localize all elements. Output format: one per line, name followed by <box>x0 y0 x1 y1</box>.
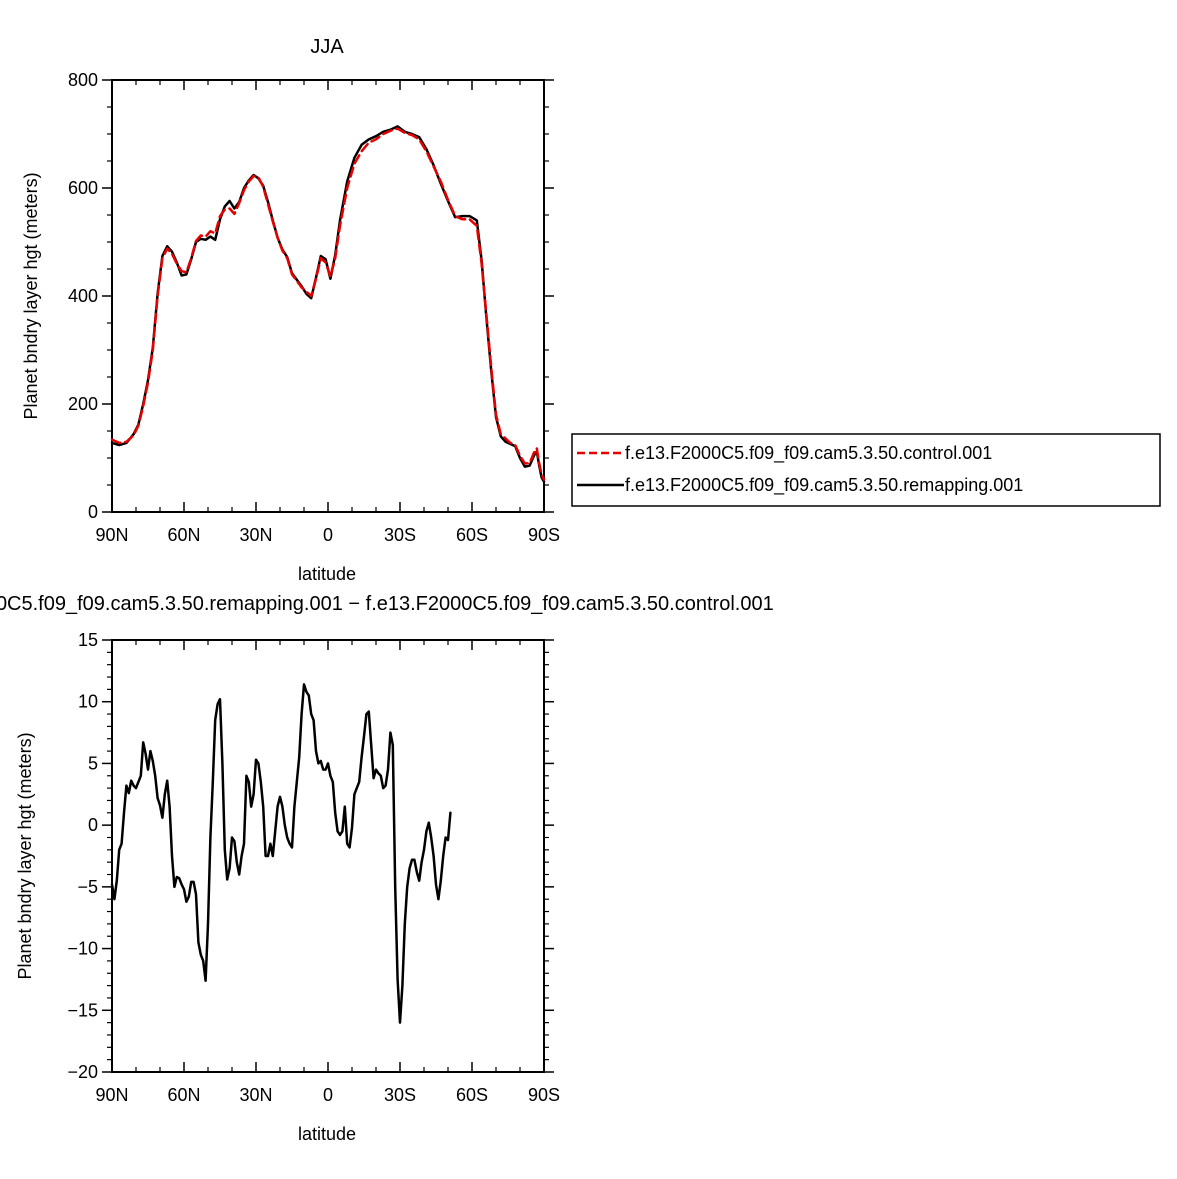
y-tick-label: 0 <box>88 815 98 835</box>
y-tick-label: −5 <box>77 877 98 897</box>
y-tick-label: −15 <box>67 1000 98 1020</box>
y-tick-label: 200 <box>68 394 98 414</box>
y-tick-label: 600 <box>68 178 98 198</box>
y-tick-label: 15 <box>78 630 98 650</box>
x-tick-label: 0 <box>323 1085 333 1105</box>
x-tick-label: 0 <box>323 525 333 545</box>
panel-top-title: JJA <box>310 36 344 58</box>
panel-bottom-title: f.e13.F2000C5.f09_f09.cam5.3.50.remappin… <box>0 593 774 615</box>
y-tick-label: 10 <box>78 692 98 712</box>
x-tick-label: 90S <box>528 1085 560 1105</box>
panel-top: JJA 90N 60N 30N 0 30S 60S 90S 0 200 400 600 800 lat… <box>21 36 1161 584</box>
panel-top-frame <box>111 79 545 513</box>
x-tick-label: 60N <box>167 1085 200 1105</box>
x-tick-label: 60S <box>456 525 488 545</box>
panel-bottom-series <box>110 683 452 1024</box>
y-tick-label: −20 <box>67 1062 98 1082</box>
legend-label-remapping: f.e13.F2000C5.f09_f09.cam5.3.50.remappin… <box>625 475 1023 496</box>
legend-box <box>571 433 1161 507</box>
legend-label-control: f.e13.F2000C5.f09_f09.cam5.3.50.control.… <box>625 443 992 464</box>
y-tick-label: 5 <box>88 753 98 773</box>
panel-top-ticks: 90N 60N 30N 0 30S 60S 90S 0 200 400 600 800 <box>68 70 560 545</box>
legend: f.e13.F2000C5.f09_f09.cam5.3.50.control.… <box>571 433 1161 507</box>
x-tick-label: 90N <box>95 525 128 545</box>
x-tick-label: 30S <box>384 525 416 545</box>
y-tick-label: 0 <box>88 502 98 522</box>
panel-top-xlabel: latitude <box>298 564 356 584</box>
y-tick-label: 400 <box>68 286 98 306</box>
y-tick-label: −10 <box>67 939 98 959</box>
panel-bottom-xlabel: latitude <box>298 1124 356 1144</box>
x-tick-label: 60S <box>456 1085 488 1105</box>
y-tick-label: 800 <box>68 70 98 90</box>
panel-bottom: f.e13.F2000C5.f09_f09.cam5.3.50.remappin… <box>0 593 774 1144</box>
x-tick-label: 90N <box>95 1085 128 1105</box>
x-tick-label: 30N <box>239 1085 272 1105</box>
panel-bottom-ticks: 90N 60N 30N 0 30S 60S 90S −20 −15 −10 −5 0 5 10 15 <box>67 630 560 1105</box>
panel-top-ylabel: Planet bndry layer hgt (meters) <box>21 172 41 419</box>
panel-bottom-frame <box>111 639 545 1073</box>
x-tick-label: 90S <box>528 525 560 545</box>
panel-top-series <box>110 125 546 484</box>
x-tick-label: 30S <box>384 1085 416 1105</box>
series-line-difference <box>110 683 452 1024</box>
x-tick-label: 30N <box>239 525 272 545</box>
series-line-remapping <box>110 125 546 484</box>
x-tick-label: 60N <box>167 525 200 545</box>
series-line-control <box>110 127 546 481</box>
panel-bottom-ylabel: Planet bndry layer hgt (meters) <box>15 732 35 979</box>
